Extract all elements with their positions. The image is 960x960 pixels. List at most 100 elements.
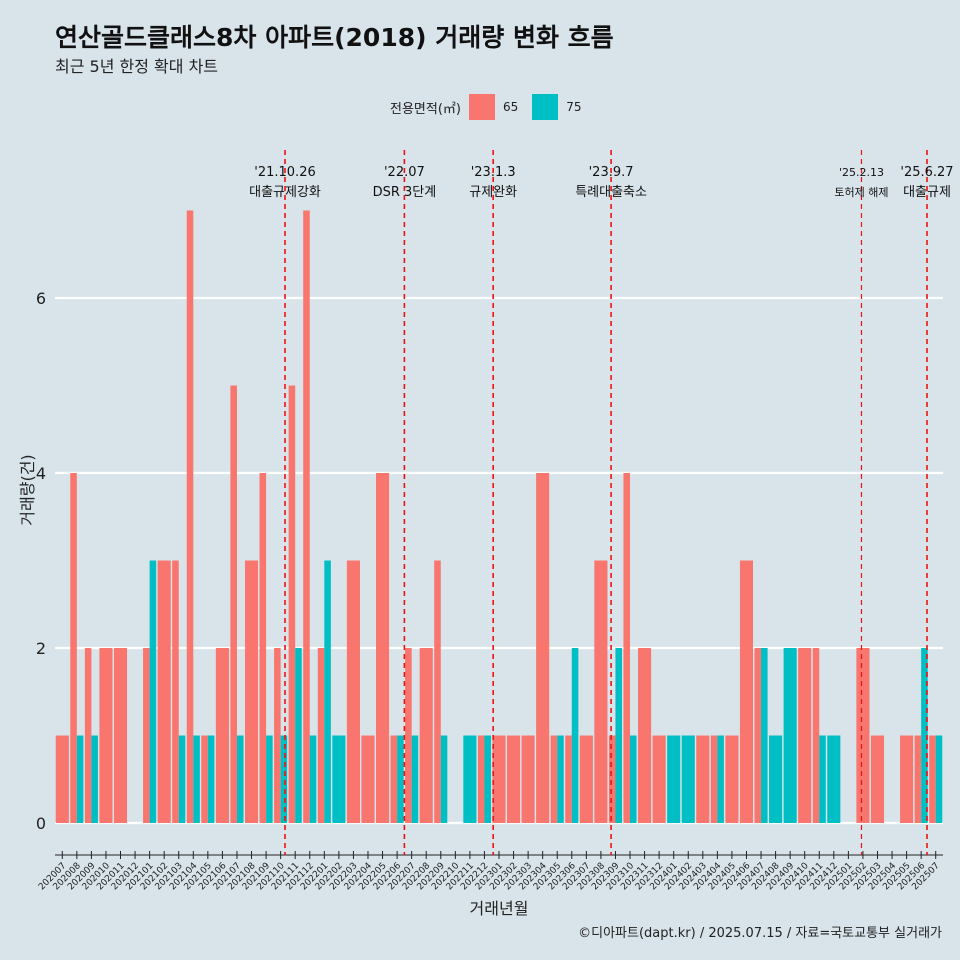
bar-75-202412 [827,735,841,823]
bar-65-202204 [361,735,375,823]
bar-65-202305 [550,735,558,823]
bar-65-202306 [565,735,572,823]
bar-65-202203 [346,560,360,823]
x-axis-title: 거래년월 [470,899,529,918]
bar-75-202408 [769,735,783,823]
bar-65-202008 [70,473,77,823]
bar-75-202107 [236,735,244,823]
bar-65-202312 [652,735,666,823]
event-date-0: '21.10.26 [254,165,315,180]
event-label-0: 대출규제강화 [249,185,321,200]
bar-65-202405 [725,735,739,823]
bar-65-202106 [215,648,229,823]
bar-65-202104 [186,210,194,823]
bar-65-202206 [390,735,398,823]
legend: 전용면적(㎡) 65 75 [390,93,596,121]
y-tick-label-6: 6 [36,289,46,308]
y-tick-label-0: 0 [36,814,46,833]
event-date-1: '22.07 [384,165,425,180]
bar-75-202201 [324,560,331,823]
bar-65-202105 [201,735,208,823]
bar-75-202211 [463,735,477,823]
event-label-2: 규제완화 [469,185,517,200]
bar-65-202102 [157,560,171,823]
event-label-5: 대출규제 [903,185,951,200]
bar-65-202007 [55,735,69,823]
bar-75-202206 [397,735,404,823]
legend-title: 전용면적(㎡) [390,101,461,117]
bar-65-202107 [230,385,237,823]
bar-65-202310 [623,473,631,823]
bar-65-202307 [579,735,593,823]
bar-75-202212 [484,735,491,823]
chart-subtitle: 최근 5년 한정 확대 차트 [55,57,219,76]
bar-65-202103 [172,560,179,823]
bar-75-202110 [280,735,288,823]
bar-75-202309 [615,648,623,823]
bar-75-202111 [295,648,302,823]
bar-65-202507 [929,735,936,823]
bar-65-202303 [521,735,535,823]
bar-75-202105 [207,735,215,823]
bar-75-202402 [681,735,695,823]
event-label-1: DSR 3단계 [373,185,437,200]
bar-65-202201 [317,648,325,823]
bar-65-202009 [84,648,92,823]
bar-65-202410 [798,648,812,823]
bar-75-202507 [935,735,943,823]
bar-65-202205 [375,473,390,823]
bar-65-202010 [99,648,113,823]
bar-65-202207 [405,648,412,823]
bar-75-202305 [557,735,564,823]
bar-75-202109 [266,735,273,823]
bar-75-202202 [332,735,346,823]
bar-75-202404 [717,735,724,823]
bar-65-202406 [739,560,754,823]
bar-65-202101 [143,648,150,823]
legend-swatch-65 [468,94,495,120]
event-label-3: 특례대출축소 [575,185,647,200]
bar-75-202104 [193,735,200,823]
bar-75-202101 [149,560,157,823]
bar-75-202008 [76,735,84,823]
bar-75-202506 [921,648,928,823]
bar-65-202109 [259,473,267,823]
y-tick-label-4: 4 [36,464,46,483]
chart-title: 연산골드클래스8차 아파트(2018) 거래량 변화 흐름 [55,23,614,52]
bar-65-202301 [492,735,506,823]
bar-65-202011 [113,648,128,823]
legend-label-75: 75 [566,100,582,114]
bar-65-202411 [812,648,820,823]
bar-75-202009 [91,735,98,823]
bar-75-202103 [178,735,186,823]
bar-75-202411 [819,735,826,823]
bar-65-202404 [710,735,718,823]
event-date-2: '23.1.3 [471,165,516,180]
event-date-4: '25.2.13 [839,166,884,179]
bar-75-202310 [630,735,637,823]
bar-75-202409 [783,648,797,823]
event-date-5: '25.6.27 [900,165,953,180]
bar-65-202505 [900,735,914,823]
bar-65-202506 [914,735,922,823]
bar-75-202306 [571,648,579,823]
bar-65-202112 [303,210,310,823]
bar-65-202311 [638,648,652,823]
legend-swatch-75 [532,94,559,120]
bar-65-202309 [608,735,616,823]
bar-65-202503 [870,735,885,823]
event-date-3: '23.9.7 [589,165,634,180]
bar-65-202302 [507,735,521,823]
y-tick-label-2: 2 [36,639,46,658]
bar-65-202208 [419,648,433,823]
bar-65-202407 [754,648,762,823]
bar-65-202111 [288,385,296,823]
bar-65-202209 [434,560,441,823]
bar-75-202209 [440,735,448,823]
bar-75-202401 [667,735,681,823]
bar-65-202110 [274,648,281,823]
y-axis-title: 거래량(건) [18,454,37,525]
bar-65-202304 [536,473,550,823]
bar-75-202407 [761,648,768,823]
